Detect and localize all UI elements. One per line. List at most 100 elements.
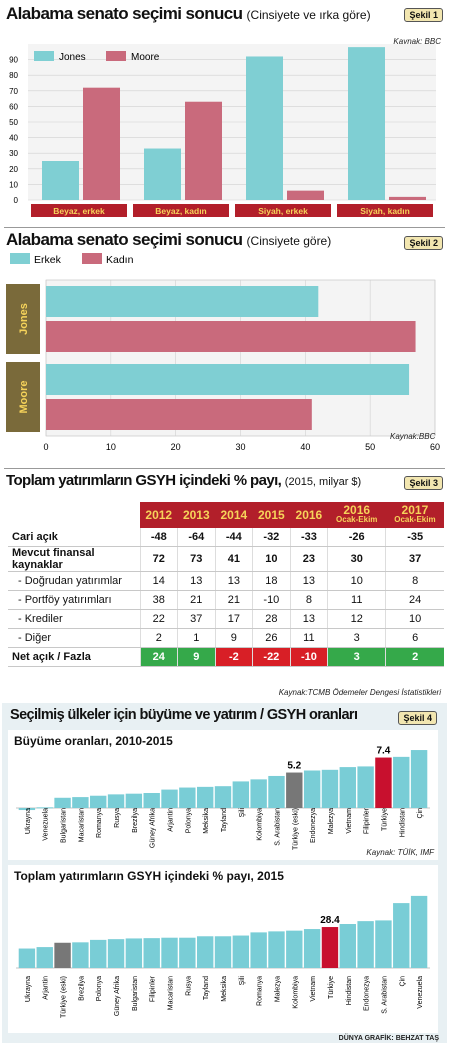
- table-cell: 21: [177, 590, 216, 610]
- category-label-bg: [133, 204, 229, 217]
- bar: [125, 793, 143, 808]
- table-cell: 13: [289, 571, 328, 591]
- bar-kadın: [46, 321, 416, 352]
- category-label: Brezilya: [132, 808, 139, 833]
- category-label: Macaristan: [78, 808, 85, 842]
- table-cell: -10: [252, 590, 291, 610]
- legend-swatch: [10, 253, 30, 264]
- table-cell: 30: [327, 546, 386, 572]
- category-label: Kolombiya: [257, 808, 264, 841]
- bar: [54, 797, 71, 808]
- table-cell: 8: [385, 571, 444, 591]
- bar: [321, 927, 339, 968]
- bar: [375, 757, 392, 808]
- bar-erkek: [46, 286, 319, 317]
- category-label: Meksika: [203, 808, 210, 834]
- table-cell: -2: [214, 647, 253, 667]
- bar: [286, 772, 303, 808]
- table-cell: 73: [177, 546, 216, 572]
- bar: [18, 948, 36, 968]
- table-cell: 13: [214, 571, 253, 591]
- y-tick-label: 90: [9, 56, 18, 65]
- bar: [36, 807, 53, 809]
- section2-source: Kaynak:BBC: [390, 432, 436, 441]
- row-label: - Portföy yatırımları: [8, 590, 140, 610]
- bar-erkek: [46, 364, 410, 395]
- category-label: Rusya: [114, 808, 121, 828]
- table-col-header: 2015: [252, 502, 291, 528]
- bar: [268, 775, 285, 808]
- table-cell: 38: [139, 590, 178, 610]
- table-cell: -44: [214, 528, 253, 547]
- category-label: Filipinler: [150, 975, 157, 1002]
- section2-subtitle: (Cinsiyete göre): [246, 234, 332, 248]
- table-corner: [8, 502, 140, 528]
- bar: [321, 769, 339, 808]
- table-row: - Diğer 2 1 9 26 11 3 6: [8, 628, 444, 648]
- table-cell: 10: [327, 571, 386, 591]
- table-cell: 1: [177, 628, 216, 648]
- y-tick-label: 0: [14, 196, 19, 205]
- legend-swatch: [106, 51, 126, 61]
- bar: [143, 938, 160, 968]
- bar-moore: [389, 196, 426, 200]
- table-cell: 9: [177, 647, 216, 667]
- category-label: Venezuela: [417, 976, 424, 1009]
- section3-title-text: Toplam yatırımların GSYH içindeki % payı…: [6, 472, 282, 489]
- table-cell: 72: [139, 546, 178, 572]
- x-tick-label: 10: [106, 442, 116, 452]
- category-label: Tayland: [221, 808, 228, 832]
- chart1-svg: 0 10 20 30 40 50 60 70 80 90 Beyaz, erkek Beyaz, ka…: [9, 44, 436, 217]
- x-tick-label: 40: [300, 442, 310, 452]
- category-label: S. Arabistan: [274, 808, 281, 846]
- growth-panel: Büyüme oranları, 2010-2015 Ukrayna Venezu…: [8, 730, 438, 860]
- y-tick-label: 40: [9, 134, 18, 143]
- x-tick-label: 30: [235, 442, 245, 452]
- bar: [196, 786, 214, 808]
- table-col-note: Ocak-Ekim: [336, 515, 378, 524]
- category-label: Romanya: [96, 808, 103, 838]
- table-cell: 22: [139, 609, 178, 629]
- table-cell: 3: [327, 628, 386, 648]
- section3-subtitle: (2015, milyar $): [284, 476, 362, 488]
- category-label: Güney Afrika: [114, 976, 121, 1016]
- table-cell: 13: [289, 609, 328, 629]
- category-label: Hindistan: [399, 808, 406, 837]
- category-label: Hindistan: [346, 976, 353, 1005]
- table-col-header: 2013: [177, 502, 216, 528]
- section1-source: Kaynak: BBC: [393, 37, 441, 46]
- row-label: Mevcut finansal kaynaklar: [8, 546, 140, 572]
- table-cell: -35: [385, 528, 444, 547]
- row-label: - Diğer: [8, 628, 140, 648]
- table-col-note: Ocak-Ekim: [394, 515, 436, 524]
- category-label: Bulgaristan: [132, 976, 139, 1011]
- bar: [393, 903, 410, 968]
- table-cell: 10: [385, 609, 444, 629]
- category-label: Kolombiya: [292, 976, 299, 1009]
- table-col-header: 2012: [140, 502, 178, 528]
- bar: [250, 932, 267, 968]
- category-label-bg: [337, 204, 433, 217]
- category-label: Malezya: [274, 976, 281, 1002]
- category-label-bg: [31, 204, 127, 217]
- table-cell: 37: [177, 609, 216, 629]
- category-label: Türkiye: [381, 808, 388, 831]
- table-row: Net açık / Fazla 24 9 -2 -22 -10 3 2: [8, 647, 444, 667]
- category-label: Bulgaristan: [61, 808, 68, 843]
- category-label: Romanya: [257, 976, 264, 1006]
- category-label: S. Arabistan: [381, 976, 388, 1014]
- section3-title: Toplam yatırımların GSYH içindeki % payı…: [6, 472, 361, 489]
- bar: [36, 947, 53, 968]
- bar: [232, 935, 250, 968]
- category-label: Meksika: [221, 976, 228, 1002]
- section3-badge: Şekil 3: [404, 476, 443, 490]
- table-cell: 18: [252, 571, 291, 591]
- chart4a-svg: Ukrayna Venezuela Bulgaristan Macaristan Rom…: [16, 746, 430, 850]
- category-label-bg: [235, 204, 331, 217]
- bar: [286, 930, 303, 968]
- table-cell: 11: [289, 628, 328, 648]
- bar: [214, 936, 232, 968]
- category-label: Arjantin: [43, 976, 50, 1000]
- table-cell: 17: [214, 609, 253, 629]
- bar: [268, 931, 285, 968]
